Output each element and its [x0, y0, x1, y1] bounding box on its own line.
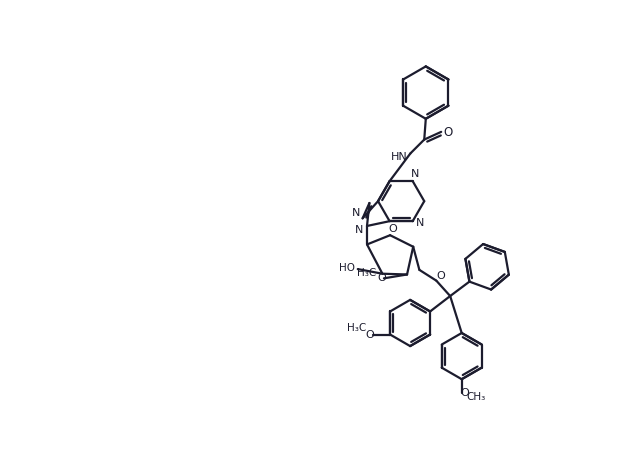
Text: N: N	[355, 225, 364, 235]
Text: O: O	[365, 329, 374, 339]
Text: H₃C: H₃C	[347, 323, 366, 333]
Text: N: N	[416, 218, 424, 227]
Text: N: N	[351, 208, 360, 218]
Text: HN: HN	[391, 152, 408, 162]
Text: O: O	[444, 126, 452, 139]
Text: O: O	[436, 271, 445, 281]
Text: CH₃: CH₃	[466, 392, 485, 402]
Text: O: O	[377, 274, 386, 283]
Text: H₃C: H₃C	[357, 268, 376, 278]
Text: O: O	[460, 388, 469, 398]
Text: HO: HO	[339, 263, 355, 274]
Text: N: N	[411, 169, 419, 179]
Text: O: O	[389, 224, 397, 234]
